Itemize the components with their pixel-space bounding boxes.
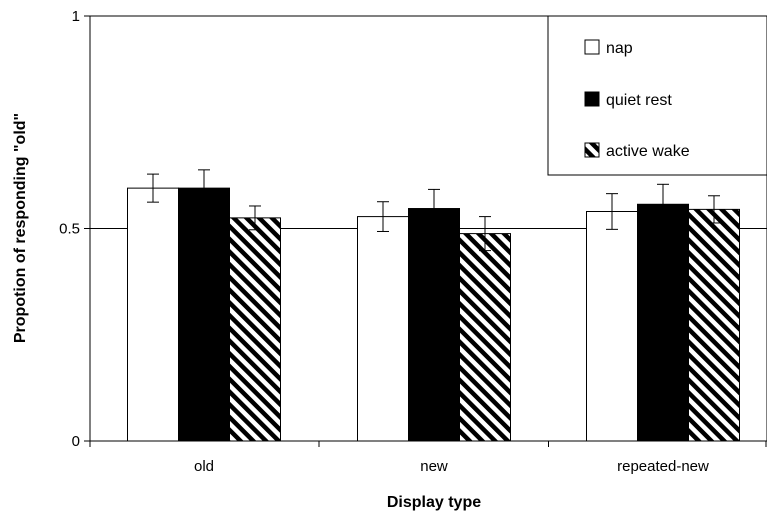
bar-quiet-rest-repeated-new — [637, 203, 689, 442]
error-bar — [657, 183, 669, 225]
legend-swatch — [584, 91, 600, 107]
bar-quiet-rest-old — [178, 187, 230, 442]
bar-nap-repeated-new — [586, 211, 638, 442]
legend-label: nap — [606, 40, 633, 57]
y-tick-label: 0.5 — [59, 221, 80, 238]
error-bar — [708, 195, 720, 224]
bar-nap-new — [357, 216, 409, 442]
x-axis-title: Display type — [387, 494, 481, 511]
error-bar — [249, 205, 261, 231]
legend-swatch — [584, 39, 600, 55]
error-bar — [479, 216, 491, 252]
error-bar — [377, 201, 389, 232]
x-tick-label: repeated-new — [617, 458, 709, 475]
error-bar — [147, 173, 159, 203]
legend-label: active wake — [606, 143, 690, 160]
error-bar — [428, 188, 440, 229]
y-tick-label: 0 — [72, 433, 80, 450]
x-tick-label: new — [420, 458, 448, 475]
bar-active-wake-new — [459, 233, 511, 442]
bar-quiet-rest-new — [408, 208, 460, 442]
bar-active-wake-repeated-new — [688, 208, 740, 442]
legend-label: quiet rest — [606, 92, 672, 109]
error-bar — [606, 193, 618, 230]
legend-item-active-wake: active wake — [584, 142, 690, 160]
legend-swatch — [584, 142, 600, 158]
y-tick-label: 1 — [72, 8, 80, 25]
legend-item-quiet-rest: quiet rest — [584, 91, 672, 109]
y-axis-title: Propotion of responding "old" — [12, 113, 29, 343]
x-tick-label: old — [194, 458, 214, 475]
bar-nap-old — [127, 187, 179, 442]
error-bar — [198, 169, 210, 207]
bar-active-wake-old — [229, 217, 281, 442]
legend-item-nap: nap — [584, 39, 633, 57]
